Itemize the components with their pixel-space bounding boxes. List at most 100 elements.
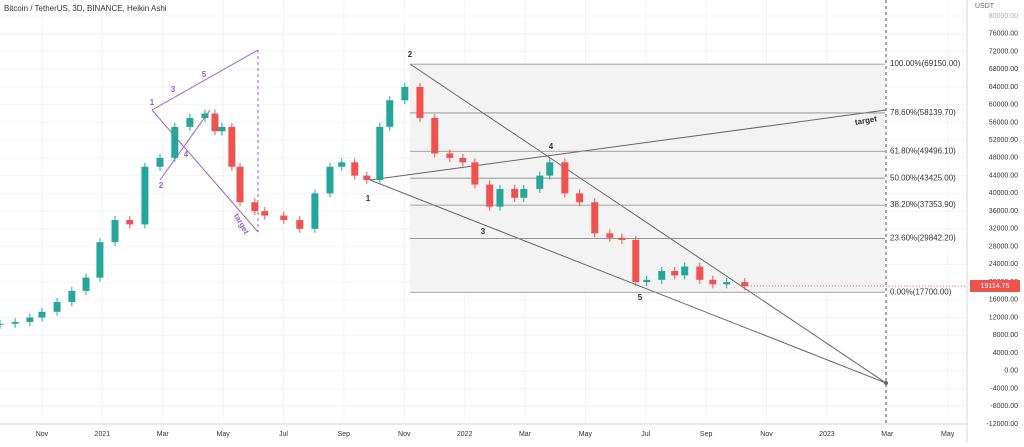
wave-label: 4 <box>549 142 554 151</box>
candle <box>338 162 346 167</box>
candle <box>261 211 269 216</box>
wave-line <box>159 109 211 181</box>
candle <box>561 162 569 194</box>
candle <box>709 279 717 285</box>
candle <box>546 162 554 176</box>
wave-label: 1 <box>150 98 155 107</box>
last-price-label: 19114.75 <box>981 283 1010 290</box>
candle <box>376 126 384 181</box>
candle <box>126 219 134 225</box>
candle <box>68 290 76 303</box>
wave-label: 5 <box>202 70 207 79</box>
x-tick-label: Mar <box>881 431 894 438</box>
trend-line <box>369 109 887 181</box>
candle <box>446 153 454 158</box>
candle <box>671 270 679 276</box>
x-tick-label: Mar <box>519 431 532 438</box>
candle <box>186 117 194 127</box>
wave-label: 3 <box>481 227 486 236</box>
drawings <box>151 0 888 424</box>
wave-label: 4 <box>184 150 189 159</box>
y-tick-label: 48000.00 <box>989 155 1018 162</box>
wave-line <box>151 109 259 233</box>
x-tick-label: Nov <box>398 431 411 438</box>
y-tick-label: 60000.00 <box>989 102 1018 109</box>
fib-label: 23.60%(29842.20) <box>890 234 956 243</box>
candle <box>471 162 479 185</box>
fib-label: 100.00%(69150.00) <box>890 59 961 68</box>
fib-label: 0.00%(17700.00) <box>890 287 952 296</box>
trend-line <box>409 63 887 384</box>
wave-line <box>151 49 259 111</box>
candle <box>496 188 504 207</box>
x-tick-label: 2022 <box>457 431 473 438</box>
candle <box>431 117 439 154</box>
candle <box>536 175 544 189</box>
candle <box>486 184 494 207</box>
candle <box>351 162 359 176</box>
candle <box>741 282 749 287</box>
candle <box>511 188 519 198</box>
candle <box>228 126 236 167</box>
last-price-badge <box>970 280 1020 293</box>
candle <box>296 219 304 229</box>
x-tick-label: Nov <box>36 431 49 438</box>
candle <box>723 282 731 285</box>
candle <box>643 279 651 283</box>
candle <box>632 239 640 283</box>
candle <box>401 86 409 101</box>
y-tick-label: 0.00 <box>1004 368 1018 375</box>
wave-label: 1 <box>366 194 371 203</box>
x-tick-label: Jul <box>641 431 650 438</box>
wave-label: 2 <box>408 50 413 59</box>
wave-label: target <box>232 212 251 236</box>
candle <box>218 126 226 132</box>
candle <box>141 166 149 225</box>
y-tick-label: 12000.00 <box>989 314 1018 321</box>
candle <box>416 86 424 118</box>
candle <box>576 193 584 203</box>
y-tick-label: 32000.00 <box>989 226 1018 233</box>
x-tick-label: 2023 <box>819 431 835 438</box>
candle <box>363 175 371 181</box>
candle <box>618 237 626 240</box>
wave-label: 2 <box>159 181 164 190</box>
y-tick-label: 16000.00 <box>989 297 1018 304</box>
candle <box>658 270 666 280</box>
y-tick-label: 68000.00 <box>989 66 1018 73</box>
wave-label: 5 <box>638 293 643 302</box>
x-tick-label: 2021 <box>95 431 111 438</box>
candle <box>251 202 259 212</box>
x-tick-label: Jul <box>279 431 288 438</box>
x-tick-label: Sep <box>700 431 713 438</box>
y-tick-label: 40000.00 <box>989 190 1018 197</box>
fib-label: 38.20%(37353.90) <box>890 200 956 209</box>
candle <box>311 193 319 229</box>
candle <box>38 311 46 318</box>
candle <box>280 215 288 220</box>
y-tick-label: 64000.00 <box>989 84 1018 91</box>
y-tick-label: 28000.00 <box>989 243 1018 250</box>
candle <box>201 113 209 118</box>
y-tick-label: 4000.00 <box>993 350 1018 357</box>
trend-line <box>369 179 887 384</box>
x-tick-label: May <box>941 431 955 438</box>
y-tick-label: 44000.00 <box>989 172 1018 179</box>
y-tick-label: -4000.00 <box>990 385 1018 392</box>
y-tick-label: 24000.00 <box>989 261 1018 268</box>
candle <box>156 157 164 167</box>
y-tick-label: 80000.00 <box>989 13 1018 20</box>
chart-title: Bitcoin / TetherUS, 3D, BINANCE, Heikin … <box>4 4 167 13</box>
fib-label: 61.80%(49496.10) <box>890 146 956 155</box>
x-tick-label: May <box>579 431 593 438</box>
candle <box>26 317 34 322</box>
y-tick-label: 76000.00 <box>989 31 1018 38</box>
candle <box>681 266 689 276</box>
candle <box>111 219 119 243</box>
y-tick-label: -8000.00 <box>990 403 1018 410</box>
candle <box>11 321 19 324</box>
candle <box>236 166 244 203</box>
axis-unit: USDT <box>975 3 995 10</box>
wave-label: target <box>854 114 878 127</box>
